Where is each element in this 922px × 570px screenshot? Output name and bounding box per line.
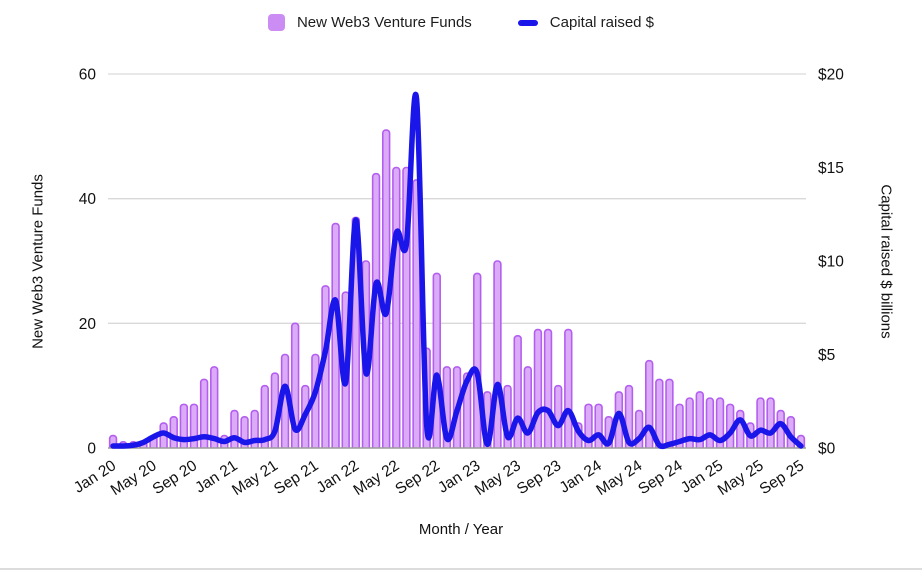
bar-Sep 20	[189, 403, 199, 448]
legend-item-capital-raised: Capital raised $	[517, 14, 655, 31]
left-axis-tick-label: 0	[87, 441, 96, 458]
bar-Aug 24	[665, 378, 674, 448]
bar-Jul 22	[412, 179, 421, 448]
x-axis-tick-label-sep-24: Sep 24	[635, 457, 686, 498]
bar-series-swatch-icon	[267, 14, 285, 31]
x-axis-title: Month / Year	[418, 521, 504, 538]
right-axis-tick-label: $20	[818, 67, 844, 84]
left-axis-tick-label: 20	[79, 316, 97, 333]
bar-Apr 21	[260, 384, 269, 448]
left-axis-tick-label: 60	[79, 67, 97, 84]
bar-Mar 23	[493, 260, 502, 448]
x-axis-tick-label-may-22: May 22	[351, 457, 403, 499]
bar-Oct 24	[685, 397, 694, 448]
bar-Dec 23	[584, 403, 593, 448]
bar-Oct 20	[199, 378, 209, 448]
legend-item-new-web3-venture-funds: New Web3 Venture Funds	[267, 14, 472, 31]
bar-Jul 23	[533, 328, 543, 448]
bar-Dec 24	[705, 397, 715, 448]
bar-Jul 25	[776, 409, 785, 448]
x-axis-tick-label-sep-23: Sep 23	[514, 457, 564, 498]
bar-May 25	[756, 397, 765, 448]
x-axis-tick-label-may-24: May 24	[593, 457, 645, 499]
right-axis-title: Capital raised $ billions	[877, 184, 895, 339]
bar-May 22	[392, 166, 401, 448]
right-axis-tick-label: $15	[818, 160, 844, 177]
bar-Nov 20	[210, 366, 219, 448]
left-axis-title: New Web3 Venture Funds	[29, 174, 47, 349]
bar-Nov 24	[695, 391, 704, 448]
bar-Oct 23	[564, 328, 573, 448]
x-axis-tick-label-may-25: May 25	[715, 457, 767, 499]
bar-Jun 25	[766, 397, 775, 448]
x-axis-tick-label-may-20: May 20	[108, 457, 160, 499]
bar-Aug 23	[543, 328, 553, 448]
bar-Feb 21	[240, 416, 249, 448]
legend-label-funds: New Web3 Venture Funds	[296, 14, 472, 31]
legend-label-capital: Capital raised $	[549, 14, 655, 31]
x-axis-tick-label-sep-22: Sep 22	[392, 457, 442, 498]
bar-Jan 23	[473, 272, 482, 448]
bar-Jul 24	[655, 378, 664, 448]
x-axis-tick-label-sep-21: Sep 21	[271, 457, 321, 498]
bar-Mar 21	[250, 409, 259, 448]
bar-Jan 25	[715, 397, 725, 448]
line-series-swatch-icon	[517, 19, 538, 26]
right-axis-tick-label: $10	[818, 254, 844, 271]
capital-raised-line	[110, 91, 804, 450]
bar-Mar 25	[736, 409, 745, 448]
right-axis-tick-label: $5	[818, 347, 835, 364]
bar-May 23	[513, 335, 522, 448]
x-axis-tick-label-sep-20: Sep 20	[150, 457, 201, 498]
bar-Jun 24	[645, 359, 654, 448]
left-axis-tick-label: 40	[79, 191, 97, 208]
right-axis-tick-label: $0	[818, 441, 836, 458]
bar-Sep 24	[675, 403, 684, 448]
x-axis-tick-label-may-23: May 23	[472, 457, 524, 499]
bar-Jan 24	[594, 403, 603, 448]
x-axis-tick-label-sep-25: Sep 25	[757, 457, 807, 498]
bottom-divider	[0, 568, 922, 570]
bar-Jun 23	[523, 366, 533, 448]
bar-Aug 20	[179, 403, 189, 448]
x-axis-tick-label-may-21: May 21	[229, 457, 281, 499]
bar-Sep 22	[432, 272, 441, 448]
bar-Jan 21	[230, 409, 239, 448]
chart-legend: New Web3 Venture Funds Capital raised $	[0, 14, 922, 31]
